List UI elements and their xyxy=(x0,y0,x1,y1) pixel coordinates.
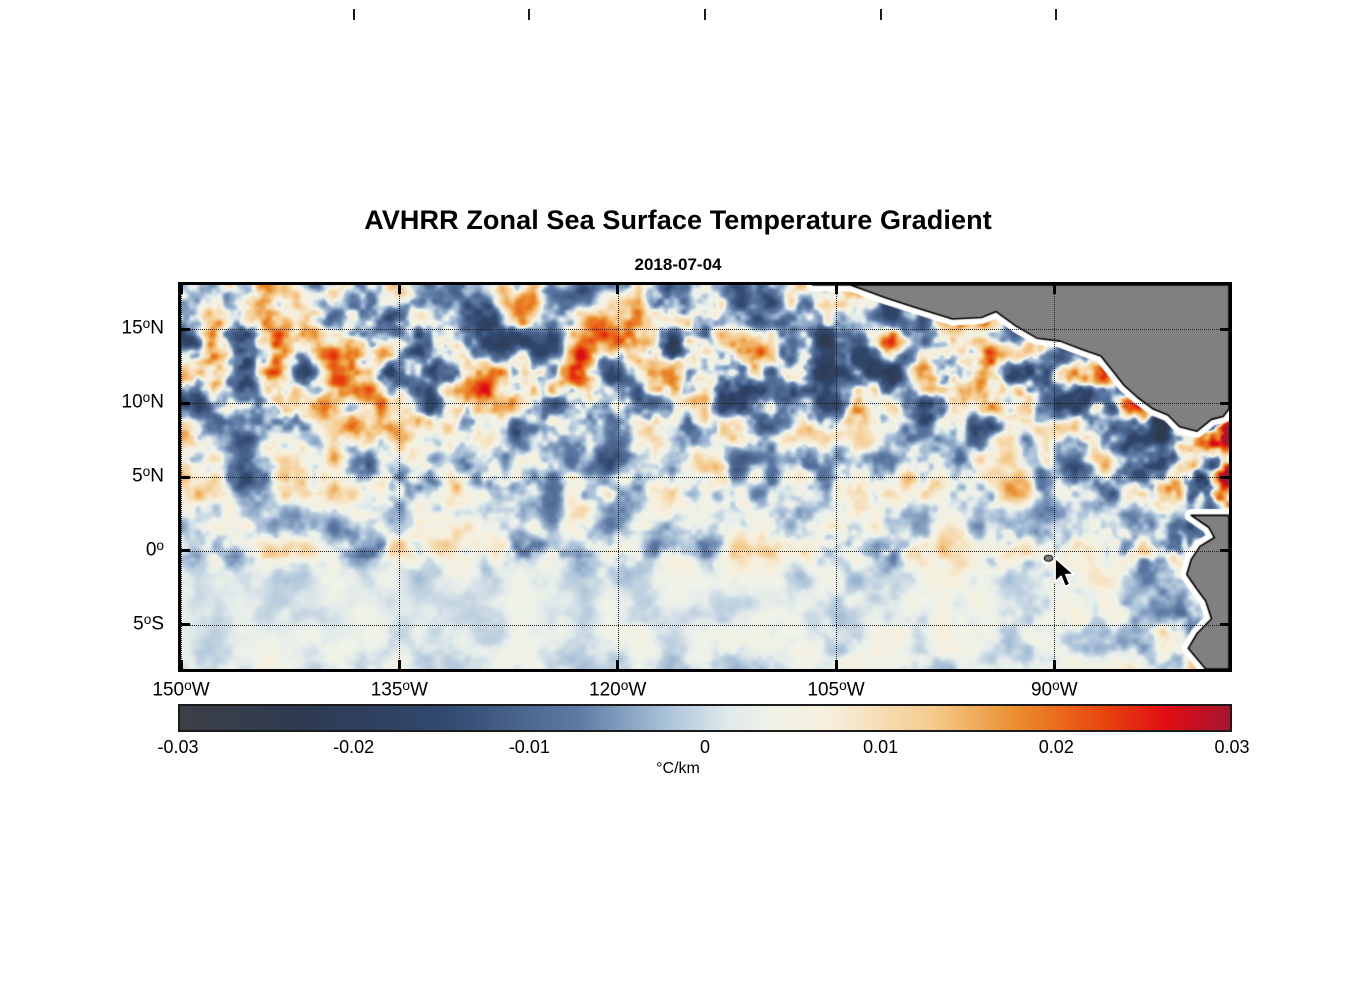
colorbar-tick-label: 0 xyxy=(699,737,710,757)
landmass-overlay xyxy=(181,285,1229,669)
y-axis-tick-label: 5oN xyxy=(132,464,164,487)
y-axis-tick-label: 15oN xyxy=(121,316,164,340)
y-axis-tick-label: 0o xyxy=(145,537,164,561)
x-axis-tick xyxy=(834,660,838,669)
figure-subtitle: 2018-07-04 xyxy=(634,255,722,274)
y-axis-tick xyxy=(1220,549,1229,553)
colorbar-tick xyxy=(879,9,882,20)
colorbar-tick-label: -0.01 xyxy=(508,737,550,757)
colorbar-tick xyxy=(528,9,531,20)
x-axis-tick-label: 105oW xyxy=(807,678,865,701)
x-axis-tick-label: 150oW xyxy=(152,678,210,701)
x-axis-tick xyxy=(1052,660,1056,669)
map-plot-area[interactable] xyxy=(178,282,1232,672)
y-axis-tick xyxy=(1220,327,1229,331)
x-axis-tick xyxy=(181,285,183,294)
x-axis-tick-label: 120oW xyxy=(589,678,647,701)
y-axis-tick-label: 5oS xyxy=(133,611,164,635)
y-axis-tick xyxy=(181,327,190,331)
x-axis-tick-label: 90oW xyxy=(1030,678,1078,701)
y-axis-tick xyxy=(181,401,190,405)
y-axis-tick xyxy=(1220,401,1229,405)
y-axis-tick xyxy=(181,475,190,479)
x-axis-tick xyxy=(616,285,620,294)
colorbar-tick xyxy=(1055,9,1058,20)
colorbar-tick xyxy=(704,9,706,20)
colorbar[interactable] xyxy=(178,704,1232,732)
colorbar-tick-label: 0.02 xyxy=(1038,737,1074,757)
colorbar-tick xyxy=(352,9,355,20)
y-axis-tick xyxy=(181,549,190,553)
x-axis-tick-label: 135oW xyxy=(370,678,428,701)
colorbar-tick-label: -0.02 xyxy=(333,737,375,757)
x-axis-tick xyxy=(397,285,401,294)
y-axis-tick xyxy=(181,623,190,627)
colorbar-tick-label: 0.03 xyxy=(1214,737,1250,757)
page-title: AVHRR Zonal Sea Surface Temperature Grad… xyxy=(364,205,992,235)
colorbar-unit-label: °C/km xyxy=(656,760,700,777)
y-axis-tick xyxy=(1220,623,1229,627)
y-axis-tick-label: 10oN xyxy=(121,390,164,413)
x-axis-tick xyxy=(616,660,620,669)
colorbar-tick-label: -0.03 xyxy=(157,737,199,757)
colorbar-gradient xyxy=(180,706,1230,730)
colorbar-tick-label: 0.01 xyxy=(863,737,899,757)
y-axis-tick xyxy=(1220,475,1229,479)
x-axis-tick xyxy=(397,660,401,669)
x-axis-tick xyxy=(1052,285,1056,294)
x-axis-tick xyxy=(181,660,183,669)
x-axis-tick xyxy=(834,285,838,294)
